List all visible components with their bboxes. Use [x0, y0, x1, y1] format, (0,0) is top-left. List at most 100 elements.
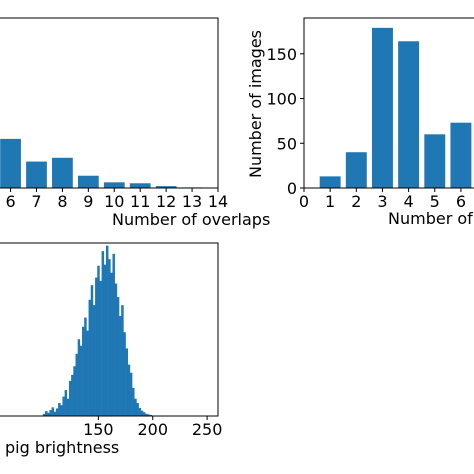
brightness-bar: [105, 245, 109, 416]
images-x-tick-label: 5: [430, 192, 440, 211]
images-axes-frame: [303, 17, 474, 189]
brightness-bar: [88, 299, 92, 416]
brightness-bar: [129, 372, 133, 416]
brightness-bar: [119, 315, 122, 416]
images-x-tick-label: 1: [325, 192, 335, 211]
brightness-bar: [90, 285, 94, 416]
overlaps-bar: [129, 183, 151, 188]
overlaps-x-tick-label: 12: [156, 192, 176, 211]
images-y-tick-label: 0: [287, 179, 297, 198]
brightness-bar: [92, 305, 96, 416]
images-y-tick-label: 100: [266, 90, 297, 109]
brightness-bars: [42, 245, 152, 416]
brightness-bar: [42, 413, 46, 416]
overlaps-x-ticks: 6 7 8 9 10 11 12 13 14: [5, 188, 228, 211]
brightness-bar: [73, 366, 76, 416]
brightness-x-tick-label: 200: [137, 420, 168, 439]
brightness-bar: [147, 414, 150, 416]
brightness-bar: [108, 259, 111, 416]
images-bar: [450, 122, 472, 188]
brightness-bar: [114, 283, 118, 416]
overlaps-chart: 6 7 8 9 10 11 12 13 14 Number of overlaps: [0, 17, 270, 229]
images-x-tick-label: 4: [404, 192, 414, 211]
overlaps-x-axis-label: Number of overlaps: [112, 210, 270, 229]
brightness-bar: [112, 253, 115, 416]
overlaps-bar: [52, 157, 73, 188]
overlaps-bar: [103, 182, 125, 188]
overlaps-bar: [77, 175, 99, 188]
brightness-bar: [127, 364, 131, 416]
overlaps-x-tick-label: 11: [130, 192, 150, 211]
images-x-tick-label: 3: [377, 192, 387, 211]
brightness-bar: [132, 387, 135, 416]
images-x-tick-label: 2: [351, 192, 361, 211]
brightness-bar: [58, 403, 61, 416]
overlaps-x-tick-label: 14: [208, 192, 228, 211]
brightness-bar: [64, 390, 68, 416]
images-bar: [372, 27, 393, 189]
brightness-bar: [140, 410, 144, 416]
brightness-bar: [45, 411, 48, 416]
brightness-bar: [138, 407, 142, 416]
brightness-bar: [79, 345, 83, 416]
overlaps-axes-frame: [0, 17, 219, 189]
brightness-bar: [110, 272, 113, 416]
overlaps-x-tick-label: 7: [31, 192, 41, 211]
brightness-axes-frame: [0, 242, 219, 417]
brightness-bar: [145, 413, 148, 416]
images-x-tick-label: 6: [456, 192, 466, 211]
brightness-bar: [97, 265, 100, 416]
brightness-bar: [82, 326, 85, 416]
brightness-x-axis-label: pig brightness: [5, 438, 119, 457]
brightness-bar: [86, 330, 89, 416]
brightness-bar: [66, 398, 70, 416]
overlaps-bar: [0, 138, 21, 188]
brightness-bar: [77, 339, 81, 416]
brightness-bar: [53, 411, 57, 416]
images-x-tick-label: 0: [299, 192, 309, 211]
images-y-ticks: 0 50 100 150: [266, 45, 304, 198]
brightness-bar: [116, 297, 120, 416]
brightness-bar: [71, 374, 74, 416]
brightness-bar: [47, 412, 50, 416]
brightness-bar: [123, 332, 126, 416]
overlaps-bars: [0, 138, 203, 188]
overlaps-x-tick-label: 10: [104, 192, 124, 211]
brightness-bar: [101, 251, 105, 416]
overlaps-bar: [155, 186, 177, 188]
brightness-bar: [49, 410, 52, 416]
brightness-bar: [142, 412, 146, 416]
brightness-bar: [68, 380, 72, 416]
overlaps-x-tick-label: 6: [5, 192, 15, 211]
brightness-bar: [84, 317, 87, 416]
brightness-bar: [103, 264, 107, 416]
overlaps-bar: [26, 161, 47, 188]
brightness-bar: [149, 414, 152, 416]
brightness-bar: [134, 398, 137, 416]
images-x-axis-label: Number of: [388, 209, 473, 228]
overlaps-x-tick-label: 13: [182, 192, 202, 211]
images-y-tick-label: 50: [277, 134, 297, 153]
overlaps-x-tick-label: 8: [57, 192, 67, 211]
images-bar: [424, 134, 446, 188]
images-y-tick-label: 150: [266, 45, 297, 64]
brightness-bar: [121, 305, 124, 416]
brightness-bar: [99, 280, 102, 416]
brightness-x-tick-label: 150: [83, 420, 114, 439]
brightness-bar: [55, 408, 59, 416]
brightness-chart: 150 200 250 pig brightness: [0, 242, 222, 457]
brightness-bar: [51, 407, 55, 416]
images-y-axis-label: Number of images: [246, 30, 265, 178]
brightness-bar: [62, 396, 65, 416]
brightness-bar: [95, 277, 98, 416]
brightness-bar: [125, 348, 129, 416]
images-bars: [319, 27, 472, 189]
images-bar: [319, 176, 341, 188]
images-bar: [398, 41, 420, 189]
brightness-bar: [75, 353, 78, 416]
brightness-x-ticks: 150 200 250: [83, 416, 222, 439]
brightness-bar: [60, 405, 63, 416]
